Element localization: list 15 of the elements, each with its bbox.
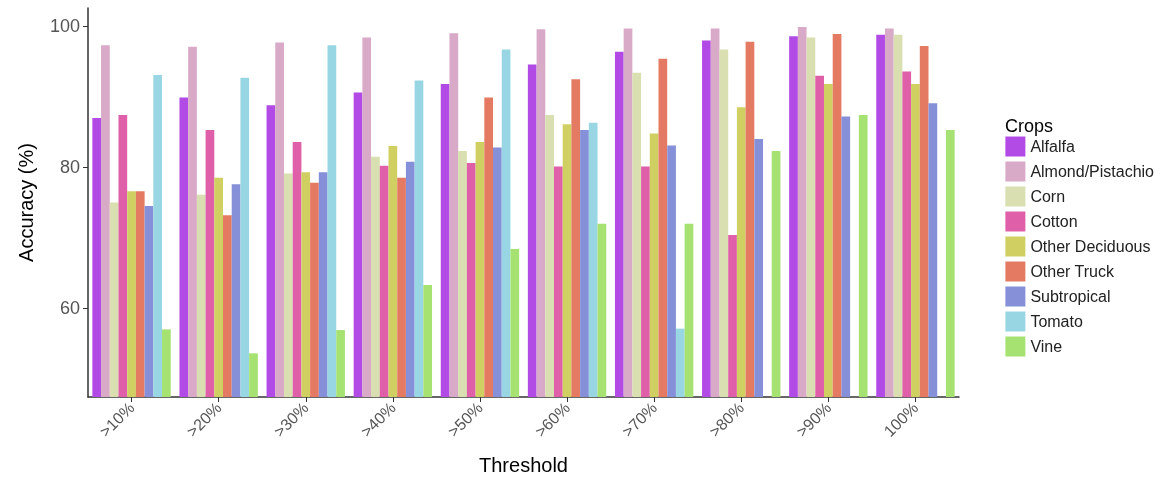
- legend-label: Tomato: [1030, 313, 1083, 330]
- y-tick-label: 100: [49, 16, 80, 37]
- y-axis-title: Accuracy (%): [15, 143, 37, 262]
- legend-label: Other Deciduous: [1030, 238, 1151, 255]
- legend-label: Cotton: [1030, 213, 1078, 230]
- y-tick-label: 60: [59, 298, 80, 319]
- x-axis-title: Threshold: [479, 454, 568, 476]
- legend-label: Other Truck: [1030, 263, 1115, 280]
- legend-label: Vine: [1030, 338, 1063, 355]
- legend-label: Subtropical: [1030, 288, 1111, 305]
- y-tick-label: 80: [59, 157, 80, 178]
- legend-title: Crops: [1005, 116, 1054, 136]
- legend-label: Almond/Pistachio: [1030, 163, 1155, 180]
- legend-label: Alfalfa: [1030, 138, 1075, 155]
- legend-label: Corn: [1030, 188, 1066, 205]
